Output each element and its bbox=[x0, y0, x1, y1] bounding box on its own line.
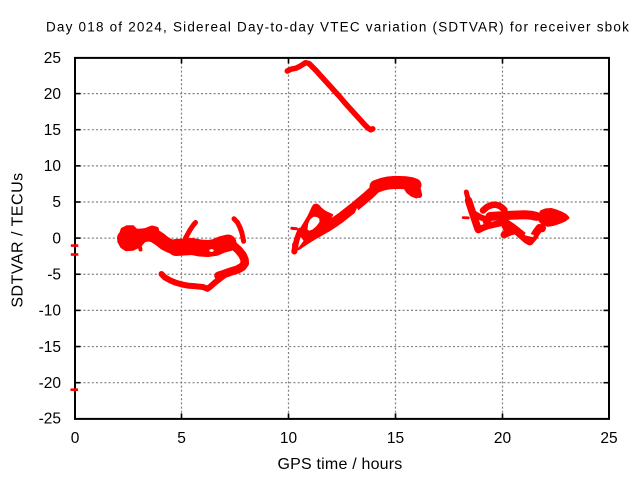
svg-text:15: 15 bbox=[387, 430, 404, 447]
svg-text:SDTVAR / TECUs: SDTVAR / TECUs bbox=[10, 172, 27, 307]
svg-text:15: 15 bbox=[44, 122, 61, 139]
svg-text:0: 0 bbox=[52, 230, 61, 247]
svg-text:-20: -20 bbox=[39, 375, 62, 392]
svg-text:GPS time / hours: GPS time / hours bbox=[277, 456, 402, 473]
svg-text:10: 10 bbox=[44, 158, 62, 175]
svg-text:20: 20 bbox=[494, 430, 512, 447]
svg-text:5: 5 bbox=[177, 430, 186, 447]
svg-text:-15: -15 bbox=[39, 339, 61, 356]
svg-text:-5: -5 bbox=[47, 266, 61, 283]
svg-text:10: 10 bbox=[280, 430, 298, 447]
svg-text:0: 0 bbox=[71, 430, 80, 447]
svg-text:20: 20 bbox=[44, 86, 62, 103]
svg-text:25: 25 bbox=[44, 50, 61, 67]
svg-text:-25: -25 bbox=[39, 411, 61, 428]
svg-text:-10: -10 bbox=[39, 303, 62, 320]
svg-text:Day 018 of 2024, Sidereal Day-: Day 018 of 2024, Sidereal Day-to-day VTE… bbox=[46, 20, 630, 35]
svg-text:25: 25 bbox=[600, 430, 617, 447]
svg-text:5: 5 bbox=[52, 194, 61, 211]
